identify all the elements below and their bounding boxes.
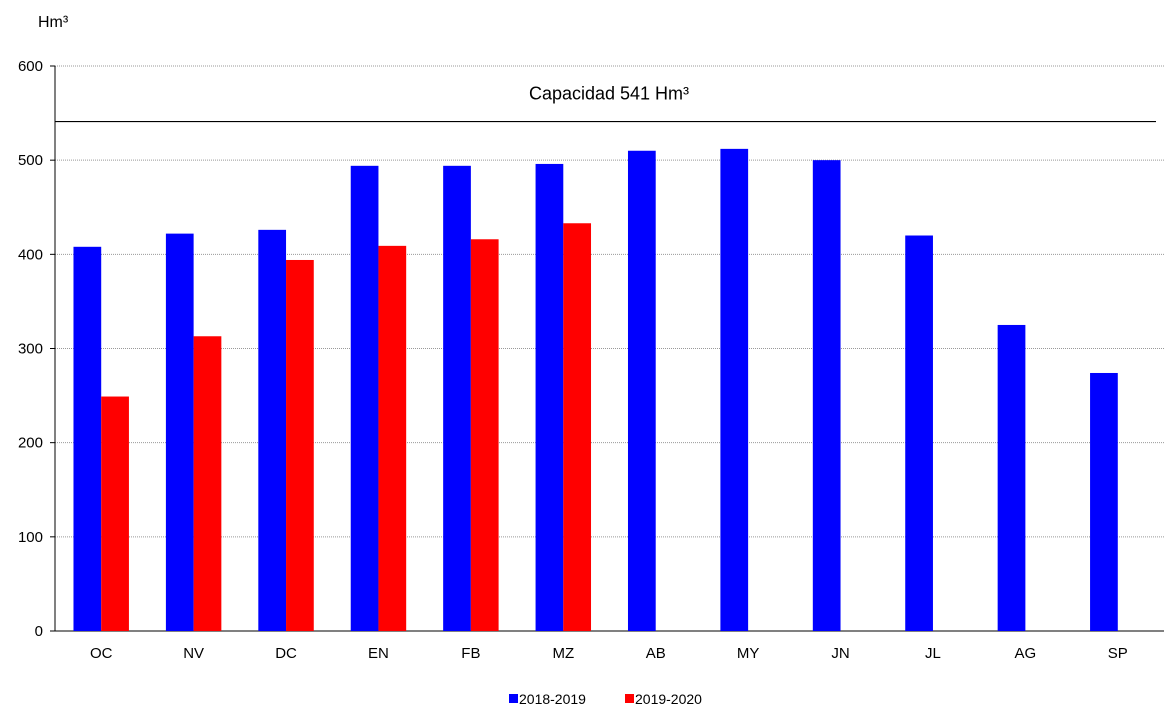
bar-2018-2019-AG (997, 324, 1026, 631)
x-tick-label: NV (183, 645, 204, 662)
bars (73, 148, 1118, 632)
x-tick-label: EN (368, 645, 389, 662)
legend-swatch-2019-2020 (625, 694, 634, 703)
bar-2019-2020-OC (101, 396, 129, 631)
x-tick-labels: OC NV DC EN FB MZ AB MY JN JL AG SP (90, 645, 1128, 662)
x-tick-label: SP (1108, 645, 1128, 662)
bar-2018-2019-AB (627, 150, 656, 631)
y-tick-label: 0 (35, 623, 43, 640)
x-tick-label: DC (275, 645, 297, 662)
bar-2018-2019-NV (165, 233, 194, 631)
bar-2018-2019-DC (258, 229, 287, 631)
grid-lines (55, 65, 1164, 538)
x-tick-label: MY (737, 645, 760, 662)
bar-2018-2019-MZ (535, 163, 564, 631)
bar-2019-2020-MZ (563, 223, 592, 631)
bar-2018-2019-JN (812, 160, 841, 631)
y-tick-label: 500 (18, 152, 43, 169)
x-tick-label: AB (646, 645, 666, 662)
bar-2018-2019-JL (905, 235, 933, 631)
bar-2019-2020-DC (286, 259, 314, 631)
capacity-label: Capacidad 541 Hm³ (529, 84, 689, 104)
y-tick-label: 400 (18, 246, 43, 263)
x-tick-label: FB (461, 645, 480, 662)
y-tick-label: 300 (18, 341, 43, 358)
x-tick-label: MZ (552, 645, 574, 662)
bar-2018-2019-MY (720, 148, 749, 631)
y-tick-label: 600 (18, 58, 43, 75)
x-tick-label: OC (90, 645, 113, 662)
y-tick-labels: 0 100 200 300 400 500 600 (18, 58, 55, 640)
bar-2018-2019-FB (443, 165, 471, 632)
capacity-line-group: Capacidad 541 Hm³ (55, 84, 1156, 123)
y-axis-unit: Hm³ (38, 14, 69, 31)
bar-2018-2019-OC (73, 246, 102, 632)
bar-2019-2020-FB (470, 239, 499, 631)
bar-2019-2020-EN (378, 245, 407, 631)
bar-2019-2020-NV (193, 336, 222, 631)
x-tick-label: AG (1015, 645, 1037, 662)
y-tick-label: 200 (18, 435, 43, 452)
legend-label: 2018-2019 (519, 691, 586, 707)
legend-swatch-2018-2019 (509, 694, 518, 703)
bar-2018-2019-SP (1090, 372, 1118, 631)
x-tick-label: JL (925, 645, 941, 662)
legend: 2018-2019 2019-2020 (509, 691, 702, 707)
x-tick-label: JN (831, 645, 849, 662)
y-tick-label: 100 (18, 529, 43, 546)
legend-label: 2019-2020 (635, 691, 702, 707)
bar-2018-2019-EN (350, 165, 379, 632)
